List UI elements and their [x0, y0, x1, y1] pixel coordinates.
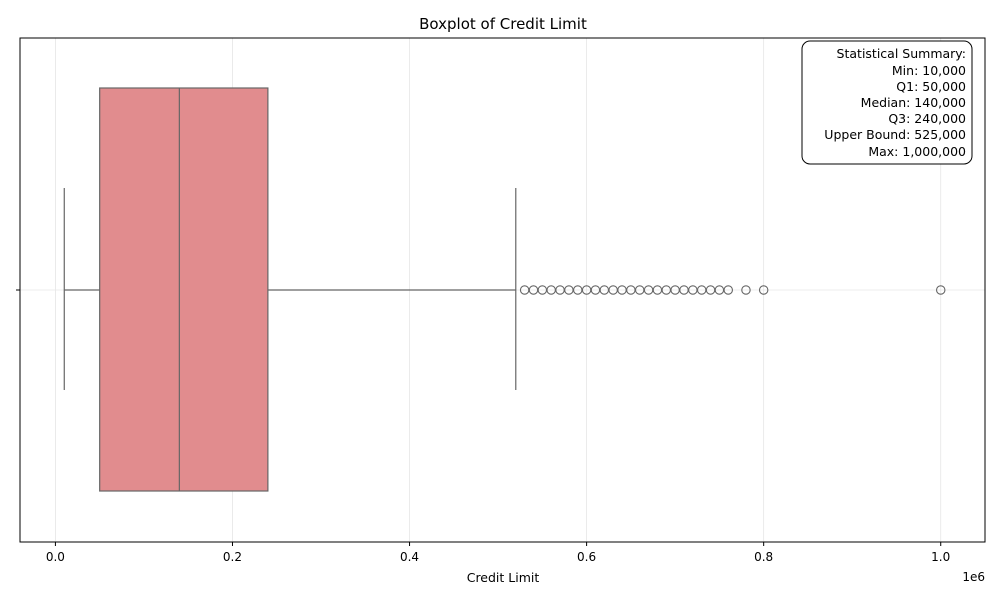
- outlier-layer: [519, 285, 946, 295]
- summary-min: Min: 10,000: [892, 63, 966, 78]
- iqr-box: [99, 87, 269, 492]
- x-tick-label: 0.4: [400, 550, 419, 564]
- x-axis-label: Credit Limit: [467, 570, 540, 585]
- outlier-point: [741, 285, 751, 295]
- summary-heading: Statistical Summary:: [837, 46, 966, 61]
- outlier-point: [935, 285, 946, 295]
- x-tick-label: 0.8: [754, 550, 773, 564]
- x-tick-label: 0.0: [46, 550, 65, 564]
- summary-q1: Q1: 50,000: [896, 79, 966, 94]
- outlier-point: [758, 285, 769, 295]
- x-axis: 0.0 0.2 0.4 0.6 0.8 1.0: [46, 542, 950, 564]
- summary-q3: Q3: 240,000: [888, 111, 966, 126]
- x-tick-label: 0.2: [223, 550, 242, 564]
- x-tick-label: 1.0: [931, 550, 950, 564]
- box-layer: [63, 87, 517, 492]
- summary-median: Median: 140,000: [861, 95, 966, 110]
- summary-upper-bound: Upper Bound: 525,000: [824, 127, 966, 142]
- x-tick-label: 0.6: [577, 550, 596, 564]
- chart-title: Boxplot of Credit Limit: [419, 15, 587, 33]
- x-axis-offset-label: 1e6: [962, 570, 985, 584]
- outlier-point: [723, 285, 734, 295]
- summary-max: Max: 1,000,000: [868, 144, 966, 159]
- summary-box-frame: [801, 40, 973, 165]
- statistical-summary-box: Statistical Summary: Min: 10,000 Q1: 50,…: [801, 40, 973, 165]
